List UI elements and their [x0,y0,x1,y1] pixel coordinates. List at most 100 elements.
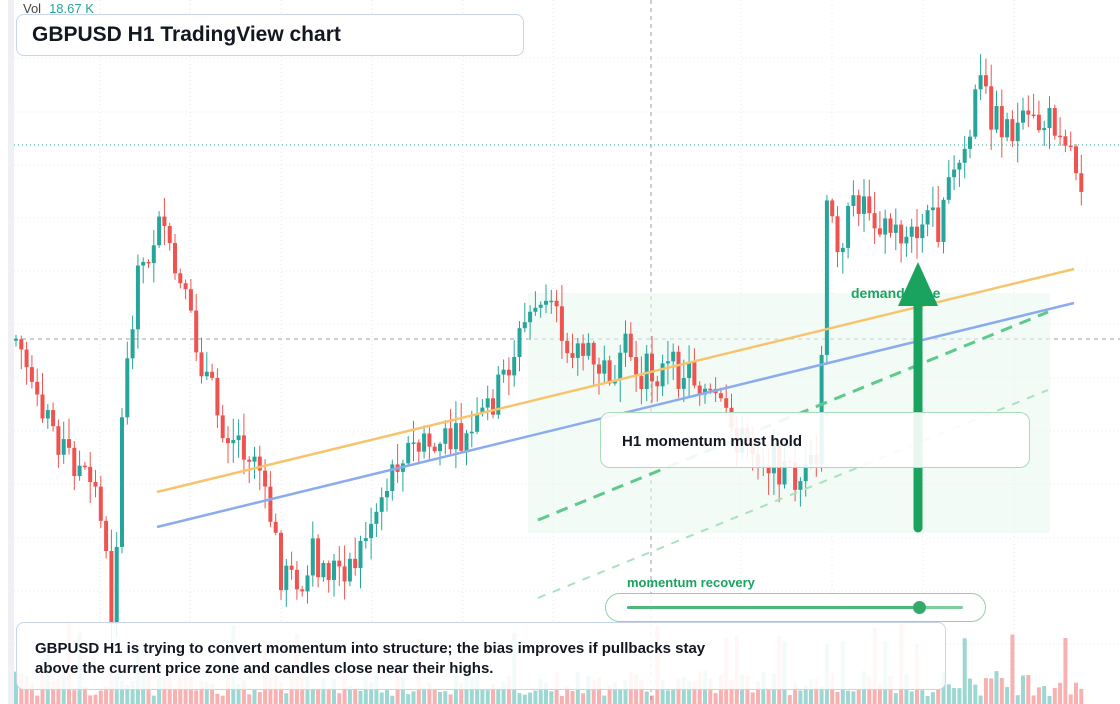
candle-body [687,362,692,378]
momentum-fill [627,606,920,609]
candle-body [703,388,707,395]
candle-body [925,210,930,225]
candle-body [506,369,511,376]
momentum-slider[interactable] [605,593,986,622]
candle-body [893,224,898,233]
candle-body [294,569,299,590]
candle-body [363,538,368,541]
volume-bar [501,681,506,704]
volume-bar [999,677,1004,704]
volume-bar [538,678,543,704]
volume-bar [284,693,289,704]
volume-bar [1015,695,1020,704]
candle-body [379,497,384,512]
volume-bar [506,676,511,704]
candle-body [114,546,119,625]
volume-bar [443,691,448,704]
volume-bar [72,690,77,704]
candle-body [1058,135,1063,138]
candle-body [35,381,40,395]
volume-bar [1026,675,1031,704]
volume-bar [517,693,522,704]
volume-bar [946,684,951,704]
volume-bar [326,689,331,704]
candle-body [141,261,146,266]
candle-body [72,447,77,477]
candle-body [453,423,458,450]
candle-body [45,410,50,419]
candle-body [655,381,660,387]
volume-bar [978,695,983,704]
volume-bar [544,682,548,704]
candle-body [289,565,294,570]
volume-bar [877,683,882,704]
candle-body [19,339,24,350]
candle-body [824,200,829,355]
candle-body [819,354,824,464]
volume-bar [729,680,734,704]
candle-body [512,357,517,376]
volume-bar [570,691,575,704]
candle-body [724,398,729,408]
volume-bar [130,680,135,704]
candle-body [422,433,427,452]
candle-body [782,461,787,485]
candle-body [1042,128,1047,131]
volume-bar [268,678,273,704]
candle-body [496,374,501,415]
candle-body [867,196,872,214]
volume-bar [607,685,612,704]
chart-title-box: GBPUSD H1 TradingView chart [16,14,524,56]
candle-body [305,575,310,592]
volume-bar [279,681,283,704]
volume-bar [220,695,225,704]
volume-bar [347,686,352,704]
volume-bar [485,690,490,704]
volume-bar [856,688,861,704]
volume-bar [565,686,570,704]
candle-body [989,86,994,130]
volume-bar [983,678,988,704]
summary-line-2: above the current price zone and candles… [35,660,494,677]
volume-bar [310,689,315,704]
volume-bar [559,695,564,704]
candle-body [671,351,676,362]
candle-body [273,521,278,533]
volume-bar [803,685,808,704]
candle-body [167,226,172,244]
volume-bar [379,692,384,704]
volume-bar [962,638,967,704]
volume-bar [496,687,501,704]
candle-body [644,353,649,390]
volume-bar [358,690,363,704]
volume-bar [846,690,851,704]
candle-body [718,393,723,399]
volume-bar [1052,687,1057,704]
volume-bar [194,690,199,704]
candle-body [82,465,87,468]
momentum-knob[interactable] [913,601,927,614]
volume-bar [438,691,442,704]
candle-body [501,369,506,375]
candle-body [930,207,935,211]
candle-body [591,342,596,365]
volume-bar [93,694,98,704]
candle-body [448,428,453,450]
candle-body [432,446,437,452]
candle-body [830,200,835,217]
candle-body [491,398,495,415]
volume-bar [104,686,109,704]
volume-bar [909,691,914,704]
candle-body [941,199,946,243]
candle-body [93,481,98,487]
candle-body [263,470,268,487]
volume-bar [612,681,617,704]
volume-bar [469,676,474,704]
volume-bar [602,695,607,704]
volume-bar [125,684,130,704]
volume-bar [305,676,310,704]
volume-bar [787,695,792,704]
candle-body [385,491,389,498]
volume-bar [199,680,204,704]
volume-bar [1068,694,1073,704]
